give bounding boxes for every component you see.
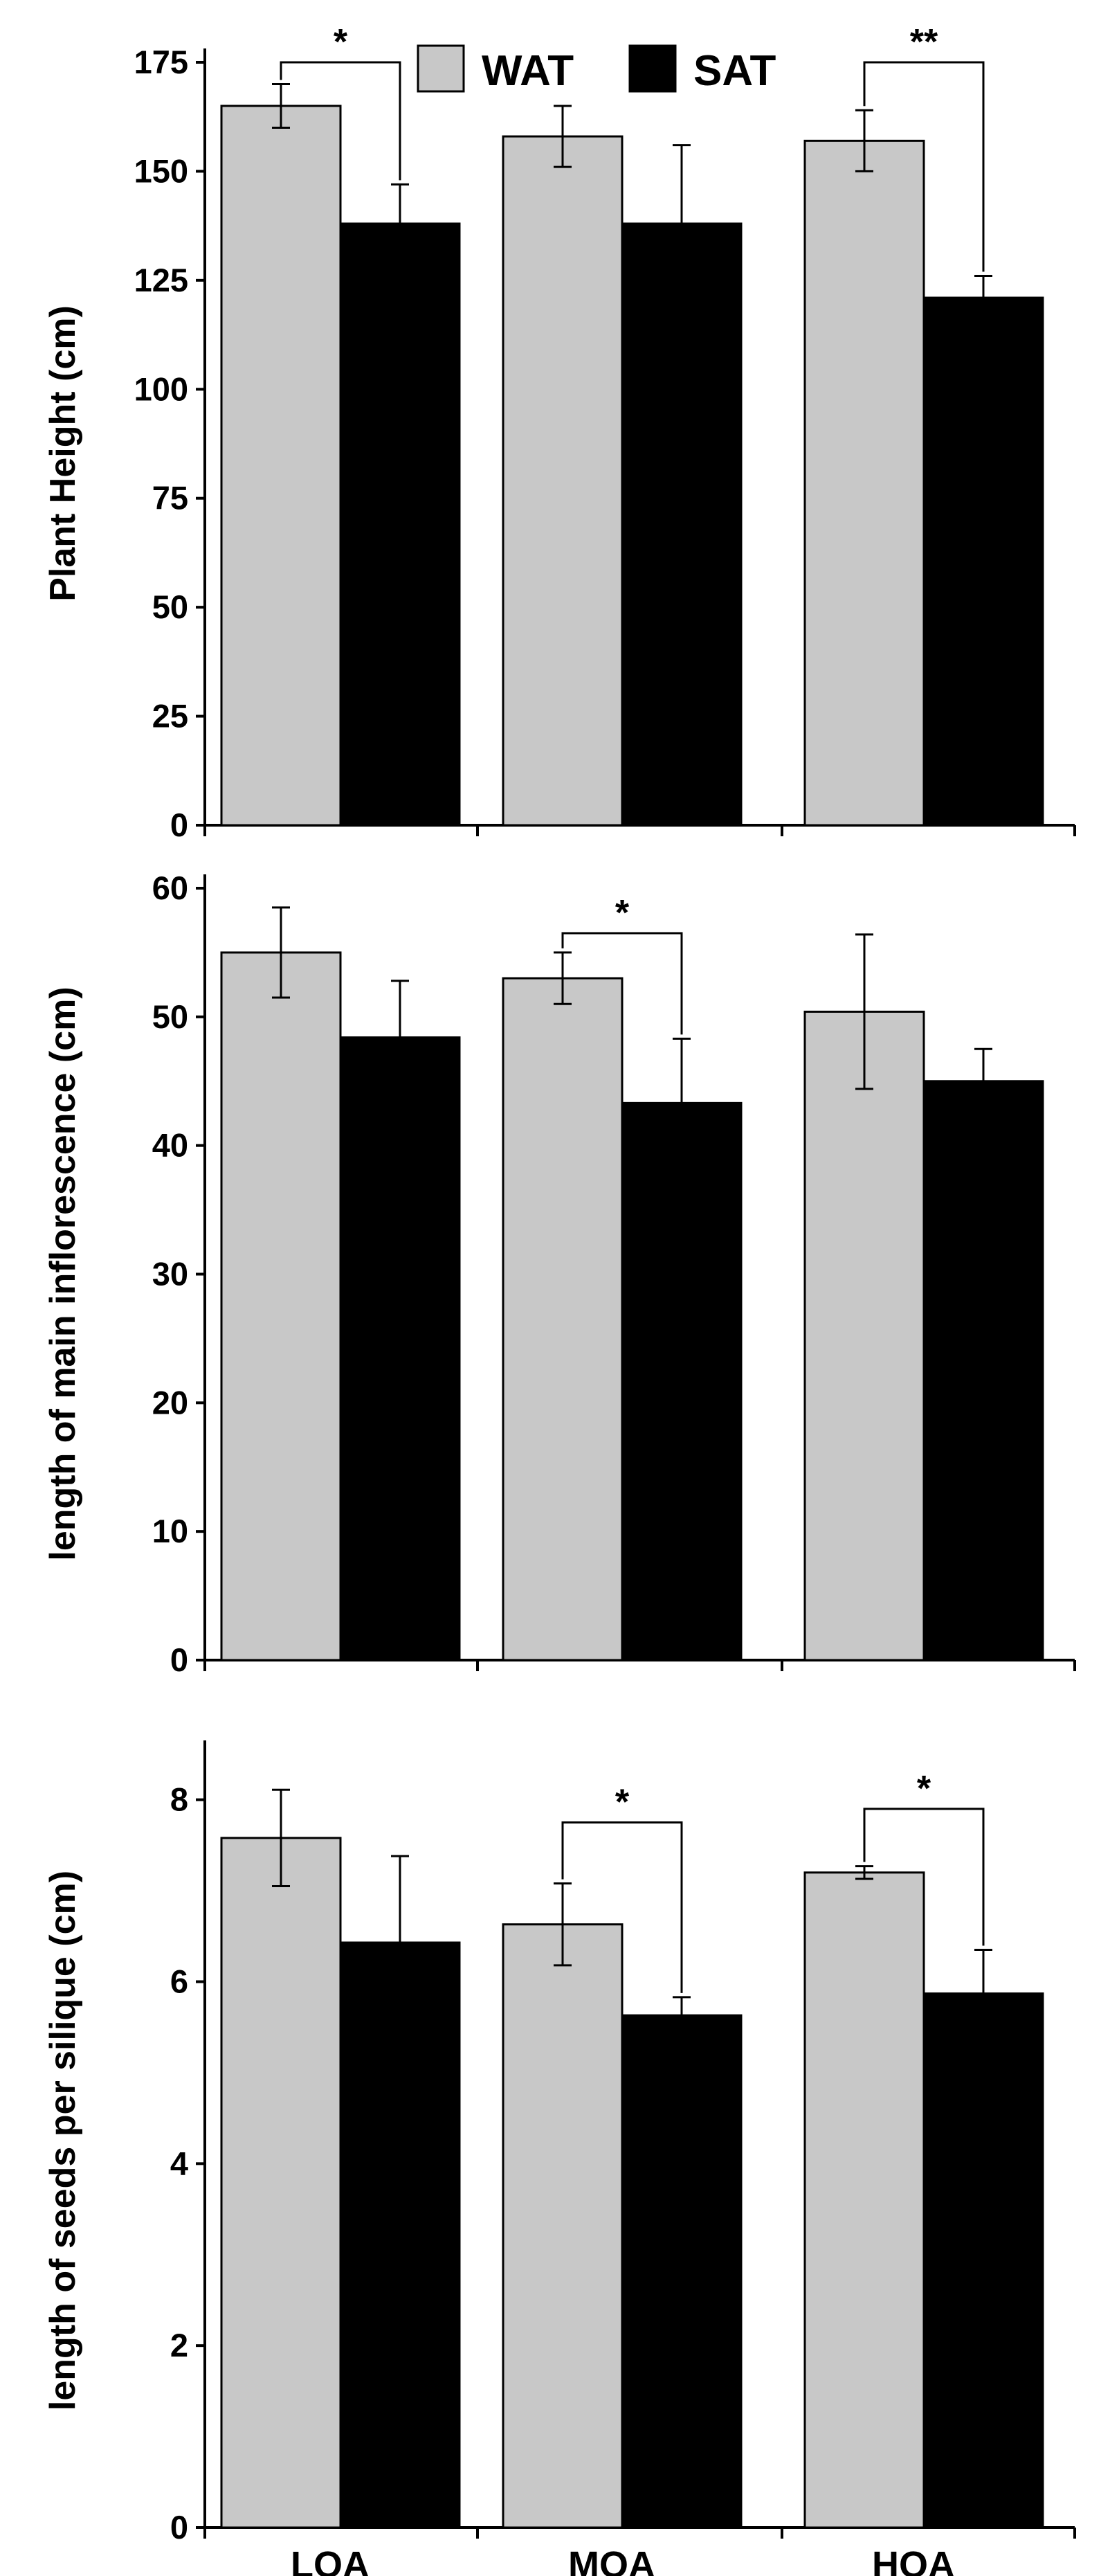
y-tick-label: 2 [170,2327,188,2363]
bar-wat-moa [502,135,624,827]
significance-bracket [863,1808,985,1946]
y-tick-label: 10 [152,1513,188,1549]
y-tick-label: 8 [170,1781,188,1818]
bar-wat-hoa [803,1871,925,2529]
bar-wat-hoa [803,1010,925,1661]
bar-sat-hoa [922,296,1044,827]
bar-wat-loa [220,105,342,827]
legend-label-wat: WAT [482,47,574,95]
y-axis-title: length of main inflorescence (cm) [43,987,83,1560]
bar-wat-hoa [803,139,925,827]
significance-label: ** [910,22,938,62]
category-label-moa: MOA [568,2544,655,2576]
bar-wat-loa [220,951,342,1661]
y-tick-label: 75 [152,480,188,516]
bar-sat-hoa [922,1992,1044,2529]
category-label-loa: LOA [291,2544,370,2576]
category-label-hoa: HOA [872,2544,955,2576]
y-tick-label: 125 [134,262,188,298]
legend-swatch-wat [417,44,465,93]
bar-wat-loa [220,1837,342,2529]
significance-bracket [280,61,401,181]
bar-wat-moa [502,977,624,1661]
bar-sat-moa [621,222,743,827]
bar-sat-moa [621,2014,743,2529]
y-tick-label: 25 [152,698,188,735]
significance-label: * [615,1783,630,1823]
y-tick-label: 20 [152,1384,188,1421]
y-tick-label: 175 [134,44,188,80]
y-tick-label: 40 [152,1127,188,1164]
y-tick-label: 6 [170,1963,188,2000]
y-tick-label: 60 [152,870,188,906]
y-tick-label: 50 [152,588,188,625]
significance-bracket [561,1821,683,1993]
significance-bracket [561,932,683,1035]
significance-bracket [863,61,985,272]
bar-sat-loa [339,1941,461,2529]
y-tick-label: 100 [134,370,188,407]
y-tick-label: 30 [152,1256,188,1292]
significance-label: * [917,1769,931,1809]
legend-label-sat: SAT [693,47,776,95]
bar-sat-moa [621,1101,743,1661]
y-tick-label: 0 [170,2509,188,2546]
bar-sat-hoa [922,1080,1044,1661]
inflorescence-length-panel: 0 10 20 30 40 50 60 length of main inflorescenc… [43,870,1076,1678]
y-tick-label: 50 [152,998,188,1035]
y-axis-title: length of seeds per silique (cm) [43,1871,83,2411]
y-axis-title: Plant Height (cm) [43,305,83,602]
y-tick-label: 0 [170,1641,188,1678]
significance-label: * [334,22,348,62]
bar-sat-loa [339,222,461,827]
bar-wat-moa [502,1923,624,2529]
legend-swatch-sat [628,44,677,93]
y-tick-label: 150 [134,152,188,189]
legend: WAT SAT [417,44,776,95]
y-tick-label: 4 [170,2145,188,2181]
bar-sat-loa [339,1036,461,1661]
y-tick-label: 0 [170,807,188,843]
seed-length-panel: 0 2 4 6 8 length of seeds per silique (cm) * * L… [43,1740,1076,2576]
significance-label: * [615,893,630,933]
